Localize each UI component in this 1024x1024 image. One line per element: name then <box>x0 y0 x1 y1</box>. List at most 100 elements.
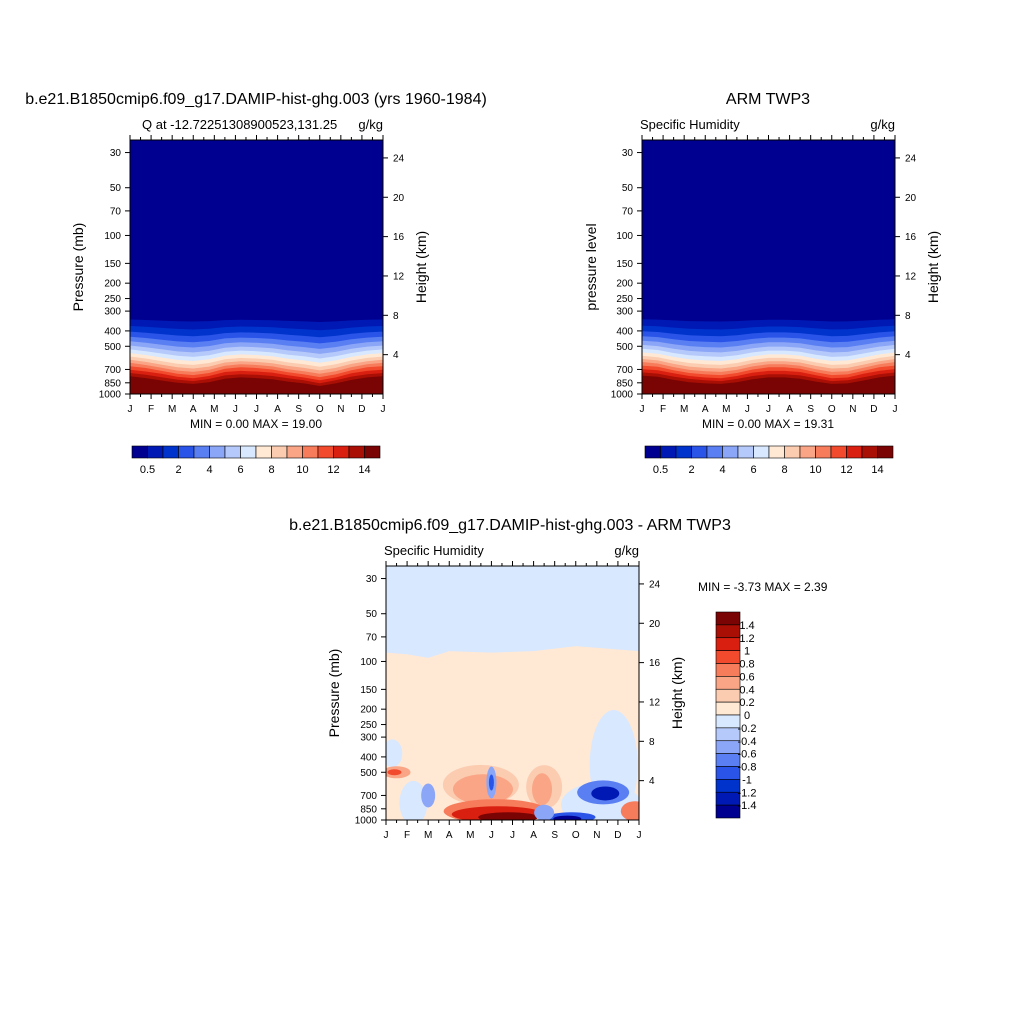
contour-blob <box>399 780 428 820</box>
colorbar-box <box>715 740 741 754</box>
colorbar-box <box>715 676 741 690</box>
colorbar-box <box>675 445 692 459</box>
contour-blob <box>387 769 402 776</box>
y-tick-label: 250 <box>104 294 121 305</box>
colorbar-box <box>799 445 816 459</box>
contour-blob <box>591 786 620 801</box>
colorbar-box <box>271 445 288 459</box>
y-tick-label: 200 <box>616 279 633 290</box>
colorbar-label: 0.5 <box>653 464 668 476</box>
y-tick-label: 200 <box>104 279 121 290</box>
colorbar-box <box>317 445 334 459</box>
colorbar-label: 10 <box>809 464 821 476</box>
panel-title: ARM TWP3 <box>726 91 810 108</box>
x-tick-label: J <box>640 404 645 415</box>
contour-blob <box>478 812 539 820</box>
y-tick-label: 500 <box>360 768 377 779</box>
panel-left-label: Specific Humidity <box>640 117 740 132</box>
y2-tick-label: 20 <box>649 619 661 630</box>
x-tick-label: O <box>572 830 580 841</box>
colorbar-label: -0.6 <box>738 749 757 761</box>
x-tick-label: N <box>849 404 856 415</box>
y-tick-label: 400 <box>104 326 121 337</box>
colorbar-label: 1 <box>744 646 750 658</box>
colorbar-label: 8 <box>781 464 787 476</box>
x-tick-label: J <box>384 830 389 841</box>
colorbar-box <box>715 727 741 742</box>
y2-tick-label: 16 <box>905 232 917 243</box>
colorbar-box <box>348 445 365 459</box>
y2-axis-label: Height (km) <box>413 231 429 303</box>
x-tick-label: D <box>614 830 621 841</box>
y2-tick-label: 20 <box>393 193 405 204</box>
colorbar-box <box>715 714 741 729</box>
y2-tick-label: 20 <box>905 193 917 204</box>
x-tick-label: M <box>210 404 218 415</box>
contour-blob <box>553 815 582 820</box>
x-tick-label: F <box>148 404 154 415</box>
colorbar-box <box>660 445 677 459</box>
y-tick-label: 250 <box>616 294 633 305</box>
colorbar-box <box>877 445 894 459</box>
colorbar-box <box>784 445 801 459</box>
x-tick-label: J <box>489 830 494 841</box>
y-tick-label: 70 <box>622 206 634 217</box>
y-tick-label: 100 <box>360 657 377 668</box>
x-tick-label: J <box>745 404 750 415</box>
colorbar-box <box>715 611 741 626</box>
colorbar-box <box>722 445 739 459</box>
y2-tick-label: 12 <box>393 271 405 282</box>
y-tick-label: 1000 <box>355 816 378 827</box>
colorbar-label: 2 <box>175 464 181 476</box>
contour-blob <box>532 773 553 806</box>
colorbar-label: 6 <box>750 464 756 476</box>
colorbar-box <box>302 445 319 459</box>
x-tick-label: N <box>337 404 344 415</box>
x-tick-label: F <box>660 404 666 415</box>
colorbar-box <box>131 445 148 459</box>
x-tick-label: S <box>295 404 302 415</box>
contour-blob <box>421 783 436 808</box>
y-tick-label: 70 <box>366 632 378 643</box>
y-tick-label: 1000 <box>611 390 634 401</box>
x-tick-label: J <box>766 404 771 415</box>
colorbar-box <box>715 779 741 793</box>
y-tick-label: 400 <box>360 752 377 763</box>
contour-blob <box>386 739 403 768</box>
colorbar-box <box>715 624 741 639</box>
axis-ticks: J F M A M J J A S O N D J 30 50 70 100 150 200 250 300 400 500… <box>355 561 661 841</box>
panel-title: b.e21.B1850cmip6.f09_g17.DAMIP-hist-ghg.… <box>25 91 487 108</box>
colorbar-box <box>162 445 179 459</box>
panel-units-label: g/kg <box>358 117 383 132</box>
y-tick-label: 100 <box>104 231 121 242</box>
colorbar-box <box>644 445 661 459</box>
colorbar-label: -0.8 <box>738 762 757 774</box>
y2-axis-label: Height (km) <box>669 657 685 729</box>
y-tick-label: 50 <box>622 183 634 194</box>
colorbar-box <box>861 445 878 459</box>
min-max-stats: MIN = -3.73 MAX = 2.39 <box>698 580 828 594</box>
colorbar-label: 14 <box>358 464 370 476</box>
y2-tick-label: 24 <box>393 153 405 164</box>
colorbar-box <box>706 445 723 459</box>
colorbar-label: -0.2 <box>738 723 757 735</box>
y2-tick-label: 12 <box>649 697 661 708</box>
x-tick-label: S <box>807 404 814 415</box>
x-tick-label: O <box>316 404 324 415</box>
y-tick-label: 400 <box>616 326 633 337</box>
contour-blob <box>452 774 513 805</box>
x-tick-label: A <box>702 404 709 415</box>
x-tick-label: A <box>274 404 281 415</box>
y-tick-label: 70 <box>110 206 122 217</box>
colorbar-box <box>768 445 785 459</box>
contour-blob <box>534 804 555 820</box>
y-axis-label: pressure level <box>583 223 599 310</box>
y-tick-label: 500 <box>104 342 121 353</box>
panel-difference: b.e21.B1850cmip6.f09_g17.DAMIP-hist-ghg.… <box>289 517 828 841</box>
min-max-stats: MIN = 0.00 MAX = 19.31 <box>702 417 834 431</box>
colorbar-label: 4 <box>206 464 212 476</box>
x-tick-label: M <box>466 830 474 841</box>
colorbar-box <box>715 753 741 767</box>
contour-field <box>386 566 639 820</box>
y2-tick-label: 24 <box>905 153 917 164</box>
